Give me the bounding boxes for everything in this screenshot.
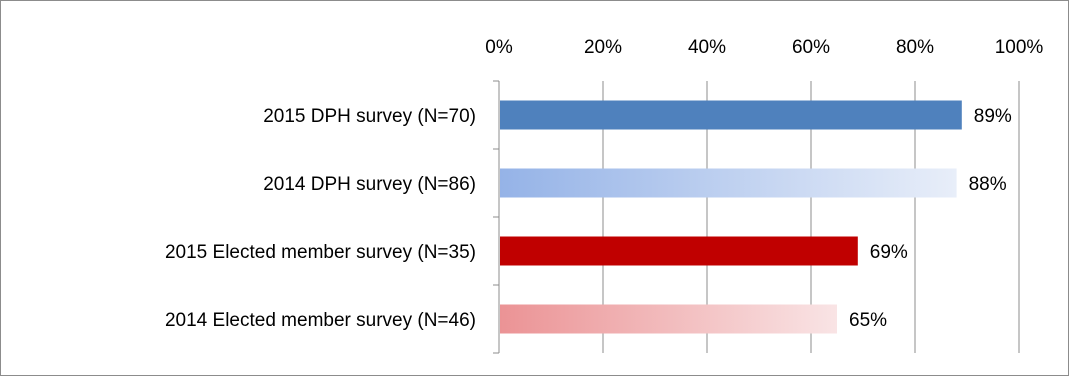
category-labels: 2015 DPH survey (N=70) 2014 DPH survey (N… xyxy=(165,106,476,331)
data-label: 89% xyxy=(974,106,1012,127)
bar xyxy=(500,100,962,130)
data-label: 69% xyxy=(870,242,908,263)
value-axis-ticks: 0% 20% 40% 60% 80% 100% xyxy=(485,37,1043,58)
category-axis xyxy=(493,80,500,354)
x-tick-label: 40% xyxy=(688,37,726,58)
category-label: 2015 DPH survey (N=70) xyxy=(263,106,476,127)
data-label: 88% xyxy=(969,174,1007,195)
category-label: 2014 Elected member survey (N=46) xyxy=(165,310,476,331)
bars xyxy=(500,100,962,334)
bar xyxy=(500,168,957,198)
x-tick-label: 80% xyxy=(896,37,934,58)
data-label: 65% xyxy=(849,310,887,331)
data-labels: 89% 88% 69% 65% xyxy=(849,106,1012,331)
x-tick-label: 20% xyxy=(584,37,622,58)
category-label: 2015 Elected member survey (N=35) xyxy=(165,242,476,263)
x-tick-label: 0% xyxy=(485,37,513,58)
x-tick-label: 100% xyxy=(995,37,1044,58)
bar xyxy=(500,304,837,334)
x-tick-label: 60% xyxy=(792,37,830,58)
bar xyxy=(500,236,858,266)
category-label: 2014 DPH survey (N=86) xyxy=(263,174,476,195)
